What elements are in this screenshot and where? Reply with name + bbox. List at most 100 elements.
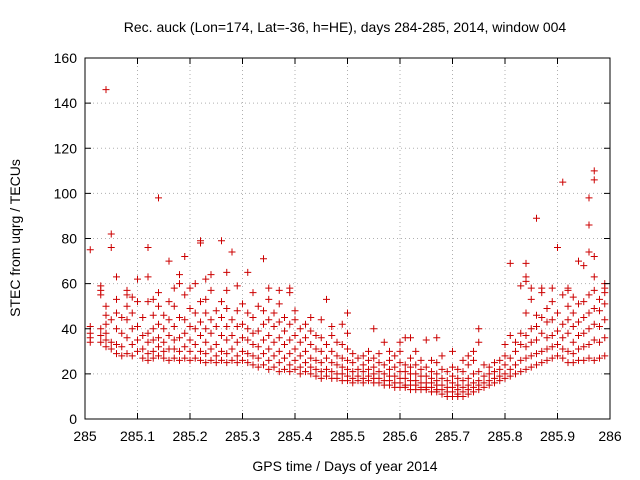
x-tick-label: 285.5 <box>330 428 365 444</box>
data-point <box>585 291 593 299</box>
data-point <box>244 268 252 276</box>
data-point <box>401 368 409 376</box>
data-point <box>181 253 189 261</box>
data-point <box>275 300 283 308</box>
data-point <box>491 368 498 376</box>
data-point <box>118 352 126 360</box>
data-point <box>307 354 315 362</box>
data-point <box>212 352 220 360</box>
data-point <box>333 352 341 360</box>
data-point <box>344 345 351 353</box>
x-tick-label: 285.2 <box>172 428 207 444</box>
x-tick-label: 285.3 <box>225 428 260 444</box>
data-point <box>433 359 441 367</box>
data-point <box>286 336 294 344</box>
data-point <box>475 377 483 385</box>
data-point <box>585 354 593 362</box>
data-point <box>564 347 572 355</box>
data-point <box>575 318 582 326</box>
data-point <box>548 316 556 324</box>
data-point <box>233 352 241 360</box>
data-point <box>449 363 456 371</box>
data-point <box>548 298 556 306</box>
data-point <box>533 322 540 330</box>
data-point <box>538 347 546 355</box>
data-point <box>575 332 582 340</box>
data-point <box>380 338 388 346</box>
data-point <box>218 356 225 364</box>
data-point <box>302 320 309 328</box>
data-point <box>391 363 399 371</box>
data-point <box>569 322 577 330</box>
data-point <box>344 329 351 337</box>
data-point <box>480 361 488 369</box>
data-point <box>113 341 120 349</box>
data-point <box>533 350 540 358</box>
data-point <box>207 329 215 337</box>
data-point <box>506 259 514 267</box>
data-point <box>239 300 246 308</box>
data-point <box>396 338 404 346</box>
data-point <box>590 336 598 344</box>
grid-lines <box>85 58 610 419</box>
data-point <box>470 370 477 378</box>
data-point <box>118 329 126 337</box>
data-point <box>134 336 141 344</box>
data-point <box>575 300 582 308</box>
data-point <box>186 322 194 330</box>
data-point <box>102 329 110 337</box>
data-point <box>338 363 346 371</box>
data-point <box>543 345 551 353</box>
data-point <box>212 307 220 315</box>
data-point <box>386 365 393 373</box>
data-point <box>97 282 105 290</box>
data-point <box>527 325 535 333</box>
data-point <box>585 309 593 317</box>
data-point <box>596 322 603 330</box>
x-axis-label: GPS time / Days of year 2014 <box>252 458 437 474</box>
data-point <box>307 327 315 335</box>
data-point <box>165 356 173 364</box>
data-point <box>422 372 430 380</box>
data-point <box>375 374 383 382</box>
data-point <box>249 352 257 360</box>
data-point <box>401 361 409 369</box>
data-point <box>538 284 546 292</box>
data-point <box>354 354 362 362</box>
data-point <box>186 284 194 292</box>
data-point <box>149 336 157 344</box>
data-point <box>165 316 173 324</box>
data-point <box>244 325 252 333</box>
data-point <box>144 329 152 337</box>
data-point <box>160 325 168 333</box>
data-point <box>165 257 173 265</box>
data-point <box>144 356 152 364</box>
data-point <box>228 332 236 340</box>
data-point <box>370 370 378 378</box>
data-point <box>480 372 488 380</box>
data-point <box>454 374 462 382</box>
data-point <box>559 178 567 186</box>
data-point <box>265 332 273 340</box>
data-point <box>554 327 561 335</box>
data-point <box>449 347 456 355</box>
data-point <box>554 309 561 317</box>
data-point <box>113 325 120 333</box>
data-point <box>302 334 309 342</box>
data-point <box>139 313 147 321</box>
data-point <box>522 309 530 317</box>
data-point <box>407 334 414 342</box>
data-point <box>506 332 514 340</box>
data-point <box>191 280 199 288</box>
data-point <box>160 354 168 362</box>
data-point <box>517 329 525 337</box>
data-point <box>144 338 152 346</box>
data-points <box>86 86 609 400</box>
data-point <box>207 286 215 294</box>
data-point <box>459 377 467 385</box>
data-point <box>601 316 609 324</box>
data-point <box>102 320 110 328</box>
data-point <box>207 356 215 364</box>
data-point <box>559 345 567 353</box>
data-point <box>554 352 561 360</box>
